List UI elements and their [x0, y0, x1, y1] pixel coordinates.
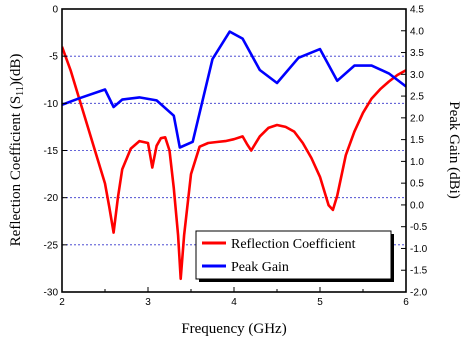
y-axis-left-title-subscript: 11	[15, 86, 26, 96]
x-tick-label: 4	[231, 297, 237, 308]
grid-lines	[62, 55, 406, 246]
y-right-tick-label: 0.5	[410, 179, 424, 190]
series-line-reflection-coefficient	[62, 46, 406, 281]
y-right-tick-label: -1.0	[410, 244, 428, 255]
y-left-tick-label: -20	[44, 193, 59, 204]
x-tick-label: 2	[59, 297, 65, 308]
y-left-tick-label: -30	[44, 288, 59, 299]
y-right-tick-label: 4.5	[410, 5, 424, 16]
x-tick-label: 3	[145, 297, 151, 308]
y-left-tick-label: 0	[52, 5, 58, 16]
y-axis-left-title: Reflection Coefficient (S11)(dB)	[8, 54, 26, 247]
series-layer	[62, 30, 406, 281]
y-right-tick-label: 1.0	[410, 157, 424, 168]
tick-layer: 2 3 4 5 6 0 -5 -10 -15 -20 -25 -30 4.5 4.0 3.5 3.0 2.5 2.…	[44, 5, 428, 309]
y-axis-left-title-tail: )(dB)	[8, 54, 24, 87]
y-right-tick-label: 2.5	[410, 92, 424, 103]
legend-box	[195, 230, 392, 280]
y-axis-left-title-main: Reflection Coefficient (S	[8, 96, 24, 247]
y-left-tick-label: -15	[44, 146, 59, 157]
y-right-tick-label: 3.0	[410, 70, 424, 81]
y-right-tick-label: 2.0	[410, 113, 424, 124]
y-left-tick-label: -5	[49, 52, 58, 63]
y-left-tick-label: -10	[44, 99, 59, 110]
y-right-tick-label: -2.0	[410, 288, 428, 299]
y-right-tick-label: -0.5	[410, 222, 428, 233]
y-right-tick-label: -1.5	[410, 266, 428, 277]
x-axis-title: Frequency (GHz)	[181, 321, 286, 337]
legend-label-reflection-coefficient: Reflection Coefficient	[231, 237, 356, 252]
legend: Reflection Coefficient Peak Gain	[195, 230, 394, 282]
y-axis-right-title: Peak Gain (dBi)	[446, 101, 462, 198]
y-left-tick-label: -25	[44, 240, 59, 251]
legend-label-peak-gain: Peak Gain	[231, 260, 289, 275]
y-right-tick-label: 1.5	[410, 135, 424, 146]
y-right-tick-label: 4.0	[410, 26, 424, 37]
series-line-peak-gain	[62, 30, 406, 149]
x-tick-label: 5	[317, 297, 323, 308]
y-right-tick-label: 0.0	[410, 200, 424, 211]
x-tick-label: 6	[403, 297, 409, 308]
y-right-tick-label: 3.5	[410, 48, 424, 59]
